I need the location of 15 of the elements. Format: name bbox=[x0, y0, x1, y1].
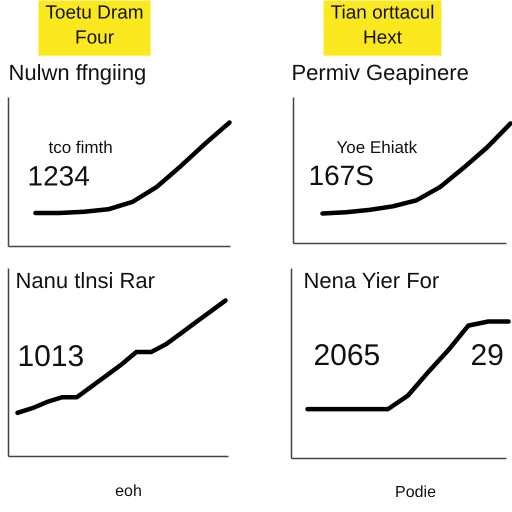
annotation: 2065 bbox=[314, 339, 380, 372]
chart-subtitle: Permiv Geapinere bbox=[292, 60, 469, 85]
annotation: 167S bbox=[308, 160, 374, 191]
chart-title: Nena Yier For bbox=[304, 268, 440, 293]
chart-title: Nanu tlnsi Rar bbox=[16, 268, 155, 293]
annotation: 29 bbox=[470, 339, 504, 372]
x-axis-title: eoh bbox=[115, 483, 142, 500]
annotation: 1013 bbox=[18, 340, 84, 373]
x-axis-title: Podie bbox=[395, 484, 436, 501]
chart-subtitle: Nulwn ffngiing bbox=[8, 60, 146, 85]
annotation: tco fimth bbox=[48, 138, 113, 157]
annotation: Yoe Ehiatk bbox=[336, 138, 418, 157]
annotation: 1234 bbox=[28, 160, 90, 192]
chart-title: Tian orttacul Hext bbox=[330, 2, 434, 49]
chart-title: Toetu Dram Four bbox=[45, 2, 144, 49]
